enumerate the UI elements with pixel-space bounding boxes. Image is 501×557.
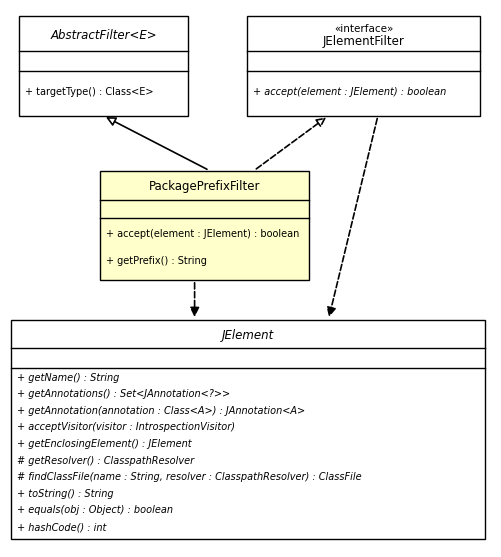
Text: JElementFilter: JElementFilter bbox=[323, 35, 404, 48]
Bar bbox=[247, 16, 480, 116]
Bar bbox=[19, 16, 188, 116]
Text: + getName() : String: + getName() : String bbox=[17, 373, 120, 383]
Text: + targetType() : Class<E>: + targetType() : Class<E> bbox=[25, 87, 154, 97]
Bar bbox=[101, 170, 309, 280]
Text: + getAnnotations() : Set<JAnnotation<?>>: + getAnnotations() : Set<JAnnotation<?>> bbox=[17, 389, 230, 399]
Text: «interface»: «interface» bbox=[334, 23, 393, 33]
Bar bbox=[12, 320, 485, 539]
Text: + hashCode() : int: + hashCode() : int bbox=[17, 522, 107, 532]
Text: # getResolver() : ClasspathResolver: # getResolver() : ClasspathResolver bbox=[17, 456, 194, 466]
Text: + equals(obj : Object) : boolean: + equals(obj : Object) : boolean bbox=[17, 505, 173, 515]
Text: + getEnclosingElement() : JElement: + getEnclosingElement() : JElement bbox=[17, 439, 192, 449]
Text: + getAnnotation(annotation : Class<A>) : JAnnotation<A>: + getAnnotation(annotation : Class<A>) :… bbox=[17, 405, 306, 416]
Text: + accept(element : JElement) : boolean: + accept(element : JElement) : boolean bbox=[106, 229, 300, 240]
Text: + acceptVisitor(visitor : IntrospectionVisitor): + acceptVisitor(visitor : IntrospectionV… bbox=[17, 422, 235, 432]
Text: AbstractFilter<E>: AbstractFilter<E> bbox=[50, 29, 157, 42]
Text: JElement: JElement bbox=[222, 329, 274, 341]
Text: PackagePrefixFilter: PackagePrefixFilter bbox=[149, 180, 260, 193]
Text: # findClassFile(name : String, resolver : ClasspathResolver) : ClassFile: # findClassFile(name : String, resolver … bbox=[17, 472, 362, 482]
Text: + accept(element : JElement) : boolean: + accept(element : JElement) : boolean bbox=[253, 87, 446, 97]
Text: + toString() : String: + toString() : String bbox=[17, 489, 114, 499]
Text: + getPrefix() : String: + getPrefix() : String bbox=[106, 256, 207, 266]
